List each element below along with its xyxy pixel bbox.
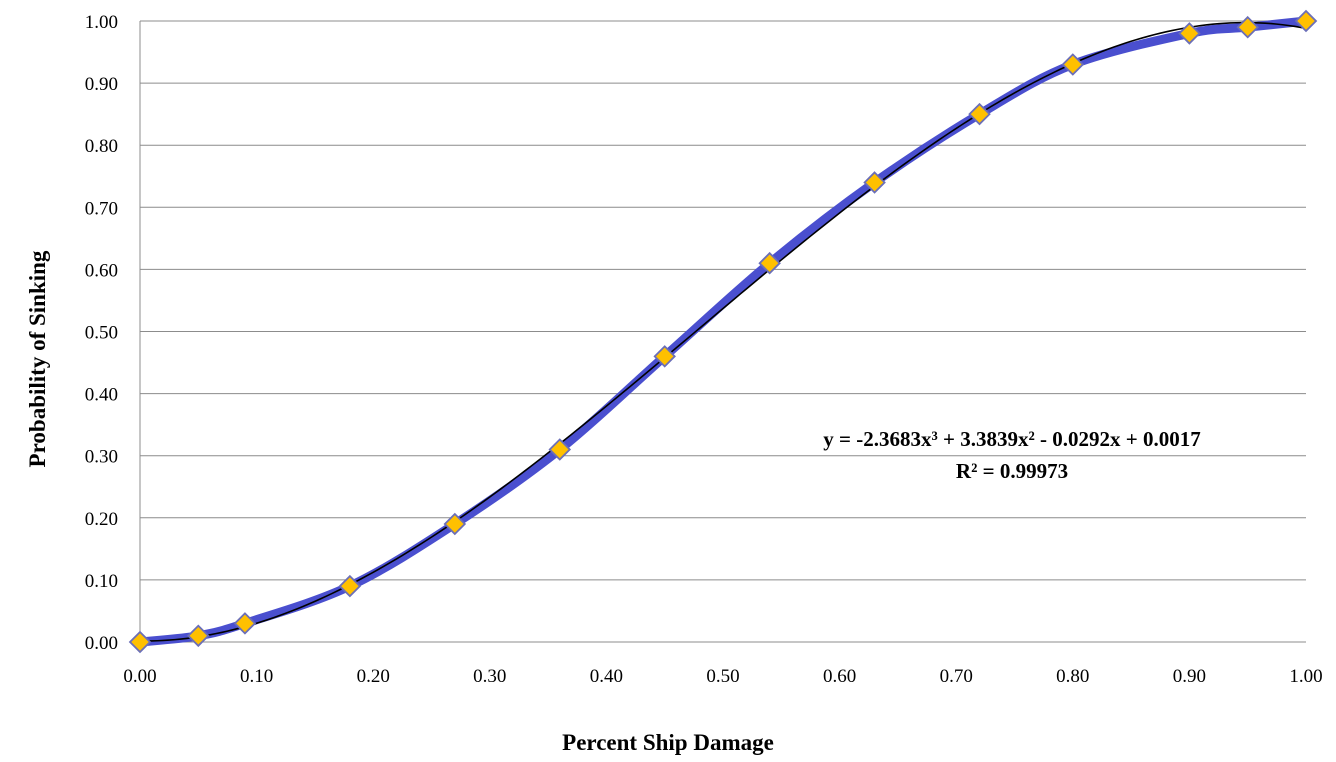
y-tick-label: 0.30: [85, 447, 118, 468]
data-point-marker: [653, 345, 676, 368]
x-tick-label: 0.70: [940, 666, 973, 687]
x-tick-label: 0.60: [823, 666, 856, 687]
data-point-marker: [187, 624, 210, 648]
data-point-marker: [128, 630, 152, 654]
x-tick-label: 0.50: [706, 666, 739, 687]
x-tick-label: 1.00: [1289, 666, 1322, 687]
y-tick-labels: 0.00 0.10 0.20 0.30 0.40 0.50 0.60 0.70 0.80 0.90…: [85, 12, 118, 654]
gridlines: [139, 20, 1306, 643]
x-axis-title: Percent Ship Damage: [562, 730, 774, 755]
trendline: [139, 21, 1307, 642]
y-tick-label: 0.80: [85, 136, 118, 157]
y-tick-label: 0.50: [85, 323, 118, 344]
x-tick-label: 0.40: [590, 666, 623, 687]
y-tick-label: 0.90: [85, 74, 118, 95]
y-tick-label: 0.20: [85, 509, 118, 530]
data-points: [128, 9, 1318, 654]
series-line: [135, 16, 1311, 647]
data-point-marker: [1178, 22, 1201, 45]
data-point-marker: [1294, 9, 1318, 33]
x-tick-labels: 0.00 0.10 0.20 0.30 0.40 0.50 0.60 0.70 0.80 0.90…: [123, 666, 1322, 687]
y-tick-label: 0.00: [85, 633, 118, 654]
r-squared-label: R² = 0.99973: [956, 459, 1068, 483]
data-point-marker: [1061, 53, 1085, 76]
data-point-marker: [863, 171, 886, 194]
data-point-marker: [758, 251, 781, 275]
y-tick-label: 0.60: [85, 260, 118, 281]
x-tick-label: 0.20: [357, 666, 390, 687]
data-point-marker: [443, 512, 467, 536]
y-tick-label: 1.00: [85, 12, 118, 33]
x-tick-label: 0.30: [473, 666, 506, 687]
x-tick-label: 0.00: [123, 666, 156, 687]
x-tick-label: 0.80: [1056, 666, 1089, 687]
x-tick-label: 0.10: [240, 666, 273, 687]
y-tick-label: 0.40: [85, 385, 118, 406]
data-point-marker: [233, 612, 257, 635]
trendline-equation: y = -2.3683x³ + 3.3839x² - 0.0292x + 0.0…: [823, 427, 1200, 451]
x-tick-label: 0.90: [1173, 666, 1206, 687]
y-tick-label: 0.70: [85, 198, 118, 219]
data-point-marker: [338, 574, 362, 598]
y-tick-label: 0.10: [85, 571, 118, 592]
data-point-marker: [548, 438, 572, 461]
data-point-marker: [968, 102, 991, 126]
y-axis-title: Probability of Sinking: [25, 250, 50, 467]
data-point-marker: [1236, 15, 1259, 39]
